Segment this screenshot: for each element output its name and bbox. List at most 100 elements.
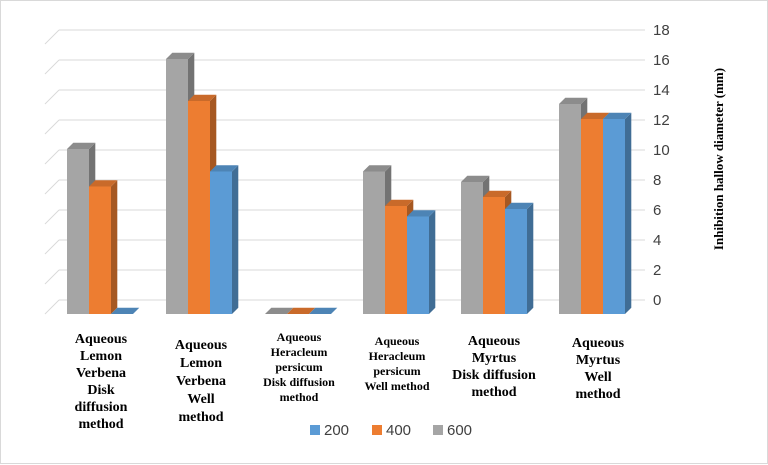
gridline (44, 119, 60, 135)
category-label-line: Verbena (76, 366, 126, 381)
legend-item-400: 400 (372, 422, 411, 439)
category-label-line: persicum (275, 360, 322, 374)
gridline (44, 269, 60, 285)
legend-item-200: 200 (310, 422, 349, 439)
category-label-line: Well (584, 370, 611, 385)
category-label-4: Aqueous Myrtus Disk diffusion method (452, 334, 536, 400)
category-label-line: method (280, 390, 319, 404)
gridline (44, 179, 60, 195)
bar-top (166, 52, 195, 59)
bar-top (363, 165, 392, 172)
bar-top (603, 112, 632, 119)
bar-front (210, 171, 232, 314)
bar-top (505, 202, 534, 209)
bar-front (67, 149, 89, 314)
bar-front (559, 104, 581, 314)
category-label-line: diffusion (75, 400, 128, 415)
bar-front (89, 186, 111, 314)
category-label-line: Aqueous (277, 330, 322, 344)
category-label-line: Aqueous (468, 334, 521, 349)
legend-swatch (372, 425, 382, 435)
bar-400-2 (287, 307, 316, 314)
bar-top (461, 175, 490, 182)
bar-top (309, 307, 338, 314)
bar-600-2 (265, 307, 294, 314)
category-label-line: Aqueous (75, 332, 128, 347)
bar-front (505, 209, 527, 314)
bar-top (385, 199, 414, 206)
bar-front (363, 171, 385, 314)
y-tick-label: 8 (653, 172, 661, 189)
bar-front (483, 197, 505, 314)
gridline (44, 29, 60, 45)
y-tick-label: 0 (653, 292, 661, 309)
category-label-line: Myrtus (472, 351, 517, 366)
bar-top (559, 97, 588, 104)
category-label-line: Well method (365, 379, 430, 393)
bar-200-0 (111, 307, 140, 314)
y-tick-label: 12 (653, 112, 670, 129)
gridline (44, 239, 60, 255)
category-label-line: Well (187, 392, 214, 407)
bar-side (111, 180, 118, 314)
category-labels: AqueousLemonVerbenaDiskdiffusionmethodAq… (75, 330, 625, 432)
category-label-line: Aqueous (572, 336, 625, 351)
bar-top (483, 190, 512, 197)
bar-top (581, 112, 610, 119)
legend-item-600: 600 (433, 422, 472, 439)
y-tick-label: 16 (653, 52, 670, 69)
bar-front (385, 206, 407, 314)
category-label-line: Myrtus (576, 353, 621, 368)
bar-top (265, 307, 294, 314)
bar-side (232, 165, 239, 314)
legend-label: 200 (324, 422, 349, 439)
bar-200-2 (309, 307, 338, 314)
y-tick-label: 2 (653, 262, 661, 279)
category-label-line: Disk (87, 383, 114, 398)
gridline (44, 209, 60, 225)
legend-label: 400 (386, 422, 411, 439)
category-label-line: method (78, 417, 123, 432)
bar-front (188, 101, 210, 314)
bar-side (429, 210, 436, 314)
bar-200-3 (407, 210, 436, 314)
category-label-line: Disk diffusion (263, 375, 335, 389)
bar-400-0 (89, 180, 118, 314)
category-label-line: persicum (373, 364, 420, 378)
bars (67, 52, 632, 314)
gridlines (44, 29, 645, 315)
category-label-line: Verbena (176, 374, 226, 389)
bar-side (625, 112, 632, 314)
bar-top (287, 307, 316, 314)
bar-200-5 (603, 112, 632, 314)
legend-swatch (433, 425, 443, 435)
category-label-line: Disk diffusion (452, 368, 536, 383)
bar-top (188, 94, 217, 101)
category-label-1: Aqueous Lemon Verbena Well method (175, 338, 228, 425)
category-label-5: Aqueous Myrtus Well method (572, 336, 625, 402)
category-label-line: Heracleum (271, 345, 328, 359)
bar-top (210, 165, 239, 172)
category-label-0: Aqueous Lemon Verbena Disk diffusion method (75, 332, 128, 432)
bar-top (67, 142, 96, 149)
legend-swatch (310, 425, 320, 435)
category-label-line: method (575, 387, 620, 402)
gridline (44, 59, 60, 75)
y-tick-label: 18 (653, 22, 670, 39)
category-label-line: Aqueous (375, 334, 420, 348)
gridline (44, 299, 60, 315)
bar-top (407, 210, 436, 217)
y-tick-label: 14 (653, 82, 670, 99)
bar-top (111, 307, 140, 314)
bar-front (461, 182, 483, 314)
category-label-line: Lemon (80, 349, 122, 364)
y-tick-label: 10 (653, 142, 670, 159)
y-axis-title: Inhibition hallow diameter (mm) (711, 68, 726, 250)
bar-front (603, 119, 625, 314)
legend: 200 400 600 (310, 422, 472, 439)
category-label-line: method (178, 410, 223, 425)
bar-front (166, 59, 188, 314)
